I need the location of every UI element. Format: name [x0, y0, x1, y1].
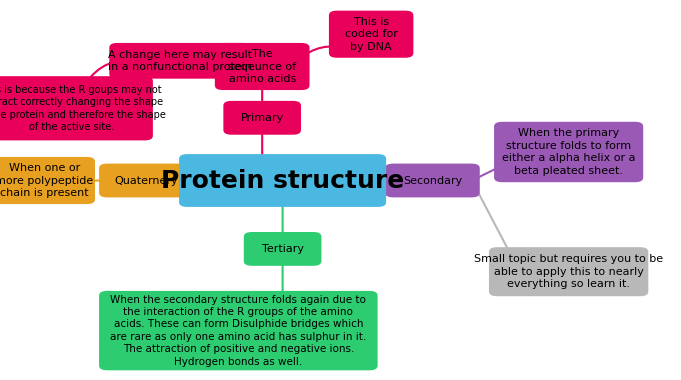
Text: Protein structure: Protein structure — [161, 168, 405, 193]
FancyBboxPatch shape — [0, 76, 153, 141]
Text: Tertiary: Tertiary — [262, 244, 304, 254]
FancyBboxPatch shape — [109, 43, 252, 79]
Text: When one or
more polypeptide
chain is present: When one or more polypeptide chain is pr… — [0, 163, 93, 198]
Text: A change here may result
in a nonfunctional protein: A change here may result in a nonfunctio… — [108, 50, 253, 72]
FancyBboxPatch shape — [385, 163, 479, 198]
Text: Quaternery: Quaternery — [114, 176, 178, 185]
Text: Primary: Primary — [240, 113, 284, 123]
Text: This is
coded for
by DNA: This is coded for by DNA — [345, 17, 398, 52]
FancyBboxPatch shape — [244, 232, 321, 266]
FancyBboxPatch shape — [99, 163, 193, 198]
FancyBboxPatch shape — [99, 291, 377, 370]
FancyBboxPatch shape — [329, 11, 413, 58]
Text: When the primary
structure folds to form
either a alpha helix or a
beta pleated : When the primary structure folds to form… — [502, 128, 635, 176]
FancyBboxPatch shape — [0, 157, 95, 204]
FancyBboxPatch shape — [223, 101, 301, 135]
Text: The
seqeunce of
amino acids: The seqeunce of amino acids — [228, 49, 296, 84]
FancyBboxPatch shape — [489, 247, 648, 296]
FancyBboxPatch shape — [215, 43, 309, 90]
FancyBboxPatch shape — [179, 154, 386, 207]
Text: When the secondary structure folds again due to
the interaction of the R groups : When the secondary structure folds again… — [110, 294, 366, 367]
Text: Secondary: Secondary — [402, 176, 462, 185]
Text: Small topic but requires you to be
able to apply this to nearly
everything so le: Small topic but requires you to be able … — [474, 254, 663, 289]
Text: This is because the R goups may not
interact correctly changing the shape
of the: This is because the R goups may not inte… — [0, 85, 165, 132]
FancyBboxPatch shape — [494, 122, 643, 182]
